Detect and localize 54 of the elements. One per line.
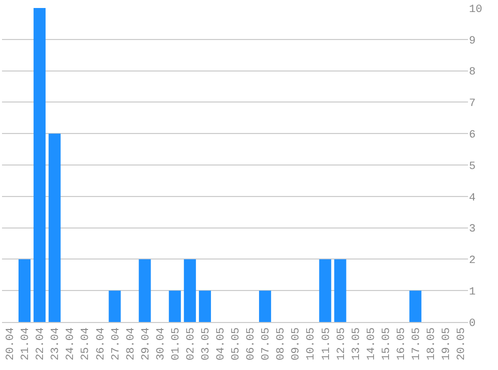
x-tick-label: 19.05	[441, 327, 454, 360]
x-tick-label: 29.04	[140, 327, 152, 360]
x-tick-label: 04.05	[216, 327, 228, 360]
x-tick-label: 09.05	[290, 327, 303, 360]
bar	[168, 290, 181, 322]
x-tick-label: 05.05	[230, 327, 243, 360]
x-tick-label: 20.04	[5, 327, 18, 360]
bar	[108, 290, 121, 322]
y-tick-label: 8	[469, 66, 476, 79]
x-tick-label: 16.05	[396, 327, 408, 360]
y-tick-label: 5	[469, 160, 476, 173]
x-tick-label: 30.04	[155, 327, 168, 360]
y-tick-label: 1	[469, 286, 476, 298]
bar	[319, 259, 332, 322]
bar	[138, 259, 151, 322]
y-tick-label: 9	[469, 35, 476, 48]
x-tick-label: 18.05	[426, 327, 438, 360]
x-tick-label: 24.04	[65, 327, 78, 360]
x-tick-label: 11.05	[320, 327, 333, 360]
bar	[259, 290, 272, 322]
x-tick-label: 03.05	[200, 327, 213, 360]
x-tick-label: 06.05	[246, 327, 258, 360]
x-tick-label: 02.05	[185, 327, 198, 360]
x-tick-label: 01.05	[170, 327, 182, 360]
bar	[184, 259, 196, 322]
x-tick-label: 14.05	[366, 327, 378, 360]
x-tick-label: 26.04	[95, 327, 108, 360]
x-tick-label: 12.05	[336, 327, 348, 360]
y-tick-label: 4	[469, 192, 476, 204]
bar	[334, 259, 346, 322]
y-tick-label: 3	[469, 224, 476, 236]
x-tick-label: 25.04	[80, 327, 92, 360]
bar	[34, 8, 46, 322]
bar	[198, 290, 211, 322]
x-tick-label: 13.05	[350, 327, 363, 360]
y-tick-label: 0	[469, 318, 476, 330]
bar	[409, 290, 422, 322]
y-tick-label: 6	[469, 129, 476, 142]
y-tick-label: 7	[469, 98, 476, 110]
bar	[18, 259, 31, 322]
y-tick-label: 10	[469, 4, 482, 16]
x-tick-label: 23.04	[50, 327, 62, 360]
x-tick-label: 28.04	[125, 327, 138, 360]
x-tick-label: 22.04	[35, 327, 48, 360]
bar	[48, 134, 61, 322]
x-tick-label: 15.05	[380, 327, 393, 360]
x-tick-label: 27.04	[110, 327, 122, 360]
x-tick-label: 10.05	[306, 327, 318, 360]
y-tick-label: 2	[469, 255, 476, 268]
x-tick-label: 17.05	[410, 327, 423, 360]
x-tick-label: 07.05	[260, 327, 273, 360]
x-tick-label: 21.04	[20, 327, 32, 360]
x-tick-label: 08.05	[276, 327, 288, 360]
x-tick-label: 20.05	[456, 327, 468, 360]
